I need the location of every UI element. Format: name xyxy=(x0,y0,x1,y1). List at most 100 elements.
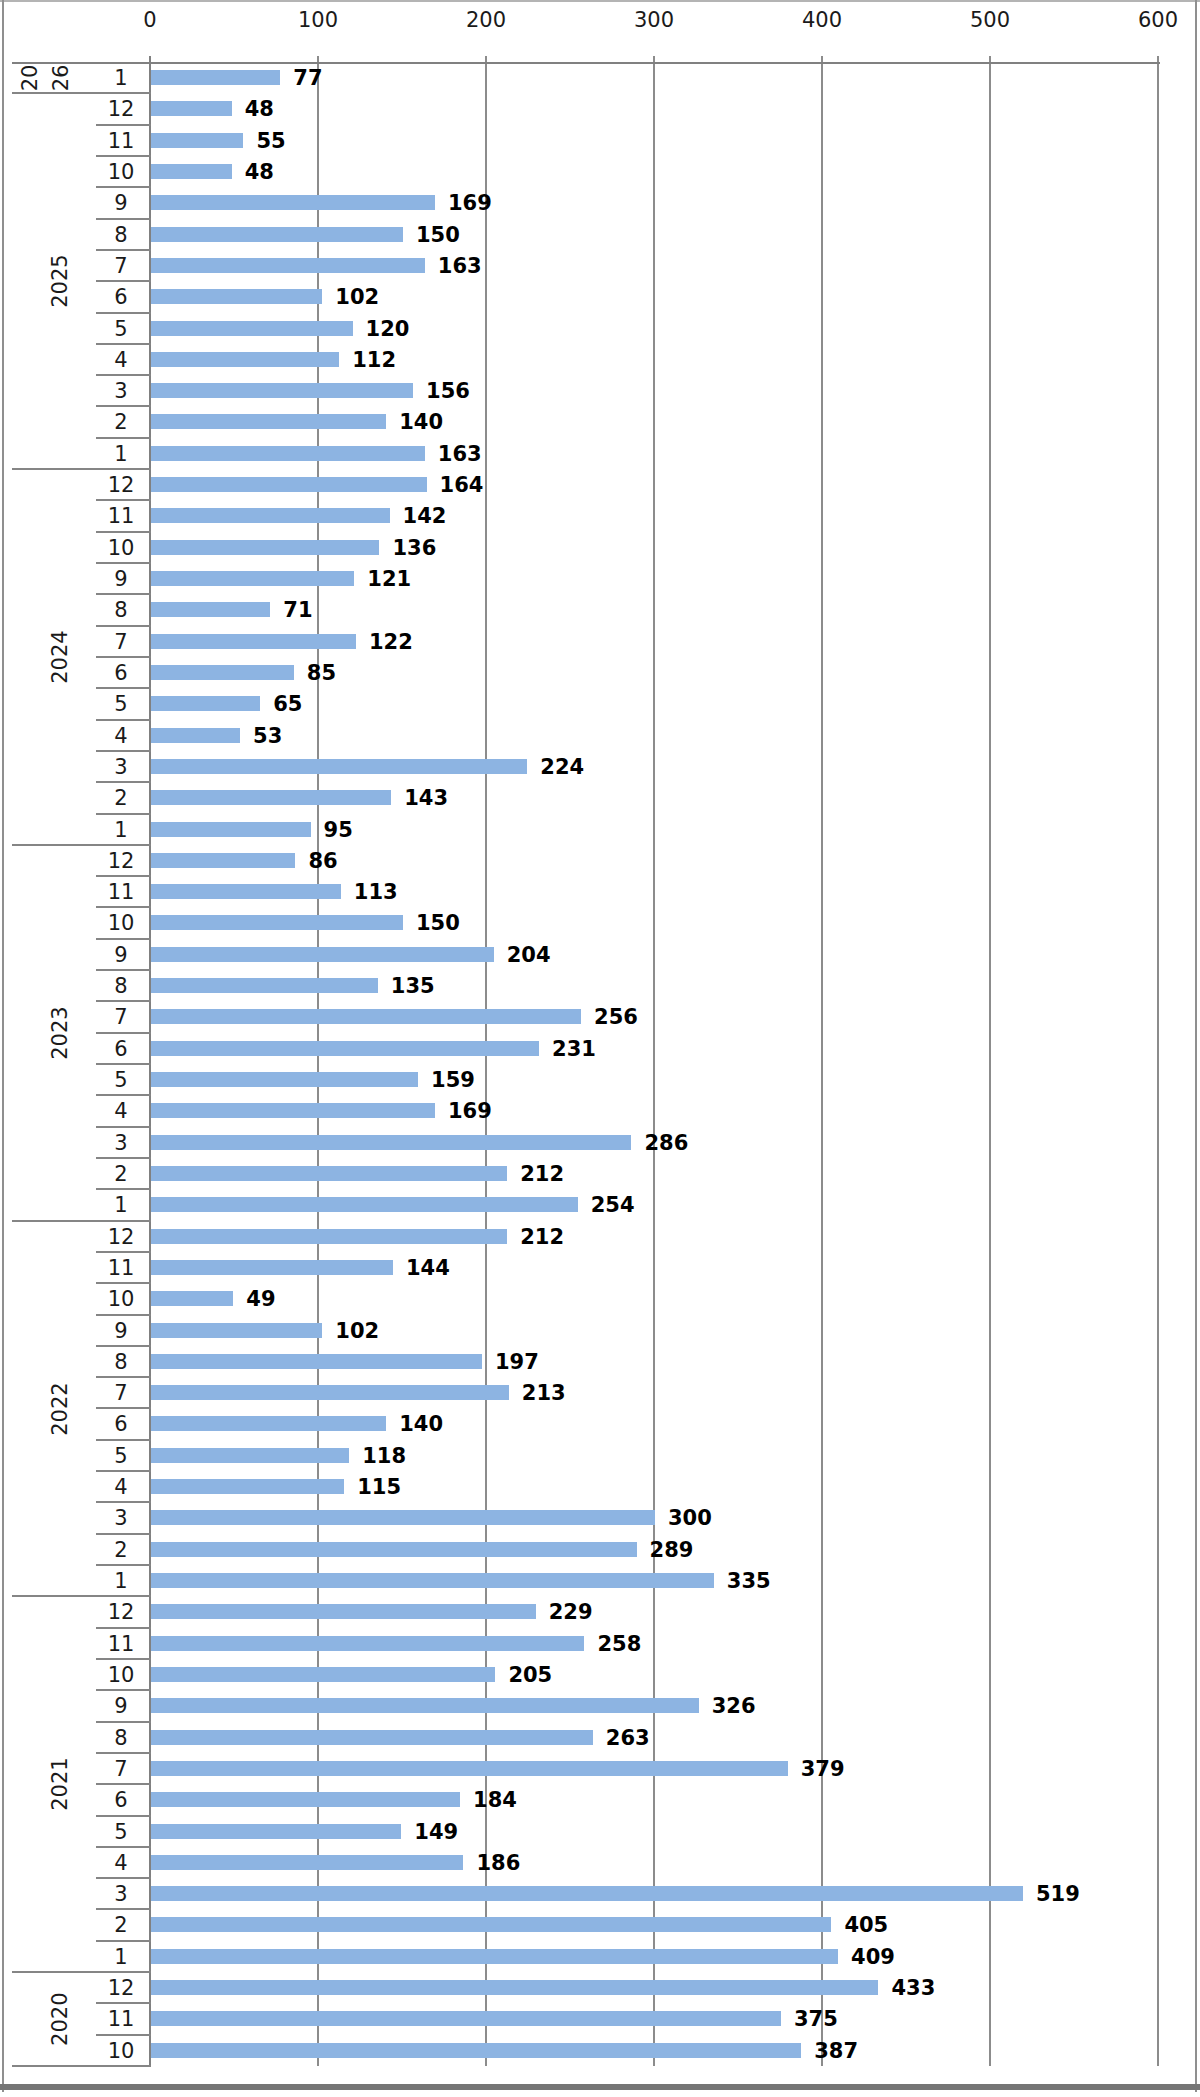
month-separator-line xyxy=(96,1470,151,1472)
month-tick-label: 4 xyxy=(96,1850,146,1876)
bar xyxy=(151,1260,393,1275)
bar-value-label: 49 xyxy=(246,1286,275,1312)
year-label: 2024 xyxy=(45,469,75,845)
bar-value-label: 144 xyxy=(406,1255,450,1281)
bar xyxy=(151,853,295,868)
month-tick-label: 3 xyxy=(96,1881,146,1907)
month-tick-label: 3 xyxy=(96,1505,146,1531)
x-axis-tick-label: 100 xyxy=(278,6,358,34)
bar-value-label: 48 xyxy=(245,96,274,122)
bar xyxy=(151,1698,699,1713)
month-separator-line xyxy=(96,750,151,752)
month-tick-label: 10 xyxy=(96,1286,146,1312)
bar xyxy=(151,1135,631,1150)
month-tick-label: 5 xyxy=(96,1819,146,1845)
bar xyxy=(151,164,232,179)
bar xyxy=(151,1949,838,1964)
bar xyxy=(151,1886,1023,1901)
bar-value-label: 118 xyxy=(362,1443,406,1469)
bar-value-label: 184 xyxy=(473,1787,517,1813)
month-separator-line xyxy=(96,1126,151,1128)
year-label: 2020 xyxy=(45,1972,75,2066)
bar-value-label: 433 xyxy=(891,1975,935,2001)
bar-value-label: 335 xyxy=(727,1568,771,1594)
month-separator-line xyxy=(96,312,151,314)
month-separator-line xyxy=(96,1000,151,1002)
month-tick-label: 7 xyxy=(96,1004,146,1030)
year-label: 2022 xyxy=(45,1221,75,1597)
bar xyxy=(151,1761,788,1776)
bar xyxy=(151,728,240,743)
month-separator-line xyxy=(96,1721,151,1723)
bar xyxy=(151,602,270,617)
bar xyxy=(151,321,353,336)
bar-value-label: 71 xyxy=(283,597,312,623)
month-tick-label: 8 xyxy=(96,222,146,248)
month-separator-line xyxy=(96,656,151,658)
month-separator-line xyxy=(96,1877,151,1879)
bar xyxy=(151,1479,344,1494)
month-tick-label: 5 xyxy=(96,1067,146,1093)
month-tick-label: 12 xyxy=(96,1975,146,2001)
bar-value-label: 121 xyxy=(367,566,411,592)
bar xyxy=(151,1385,509,1400)
month-separator-line xyxy=(96,1689,151,1691)
bar xyxy=(151,133,243,148)
bar-value-label: 150 xyxy=(416,222,460,248)
month-tick-label: 1 xyxy=(96,817,146,843)
bar xyxy=(151,696,260,711)
month-tick-label: 3 xyxy=(96,754,146,780)
month-tick-label: 10 xyxy=(96,1662,146,1688)
bar xyxy=(151,1824,401,1839)
month-separator-line xyxy=(96,1940,151,1942)
bar xyxy=(151,1166,507,1181)
bar-value-label: 212 xyxy=(520,1224,564,1250)
bar xyxy=(151,1980,878,1995)
bar-value-label: 224 xyxy=(540,754,584,780)
gridline xyxy=(989,56,991,2066)
month-tick-label: 5 xyxy=(96,316,146,342)
bar-value-label: 163 xyxy=(438,253,482,279)
month-separator-line xyxy=(96,249,151,251)
bar xyxy=(151,1510,655,1525)
bar xyxy=(151,414,386,429)
month-tick-label: 12 xyxy=(96,1224,146,1250)
bar-value-label: 156 xyxy=(426,378,470,404)
bar xyxy=(151,978,378,993)
month-tick-label: 4 xyxy=(96,1474,146,1500)
month-separator-line xyxy=(96,374,151,376)
chart-border-left xyxy=(2,0,4,2092)
bar-value-label: 169 xyxy=(448,190,492,216)
month-tick-label: 11 xyxy=(96,1631,146,1657)
month-separator-line xyxy=(96,1032,151,1034)
bar-value-label: 85 xyxy=(307,660,336,686)
month-separator-line xyxy=(96,186,151,188)
month-tick-label: 2 xyxy=(96,1161,146,1187)
month-separator-line xyxy=(96,1314,151,1316)
bar xyxy=(151,1792,460,1807)
bar-value-label: 286 xyxy=(644,1130,688,1156)
month-separator-line xyxy=(96,938,151,940)
month-tick-label: 1 xyxy=(96,441,146,467)
bar-value-label: 212 xyxy=(520,1161,564,1187)
bar-value-label: 136 xyxy=(392,535,436,561)
month-tick-label: 6 xyxy=(96,1787,146,1813)
month-tick-label: 11 xyxy=(96,1255,146,1281)
month-separator-line xyxy=(96,1094,151,1096)
month-separator-line xyxy=(96,562,151,564)
month-separator-line xyxy=(96,906,151,908)
month-separator-line xyxy=(96,969,151,971)
bar xyxy=(151,822,311,837)
bar-value-label: 122 xyxy=(369,629,413,655)
year-separator-line xyxy=(12,1971,151,1973)
month-tick-label: 8 xyxy=(96,973,146,999)
month-tick-label: 10 xyxy=(96,910,146,936)
bar-value-label: 102 xyxy=(335,1318,379,1344)
gridline xyxy=(1157,56,1159,2066)
bar-value-label: 254 xyxy=(591,1192,635,1218)
bar xyxy=(151,1604,536,1619)
month-tick-label: 8 xyxy=(96,1725,146,1751)
bar-value-label: 204 xyxy=(507,942,551,968)
bar xyxy=(151,289,322,304)
month-tick-label: 1 xyxy=(96,1944,146,1970)
